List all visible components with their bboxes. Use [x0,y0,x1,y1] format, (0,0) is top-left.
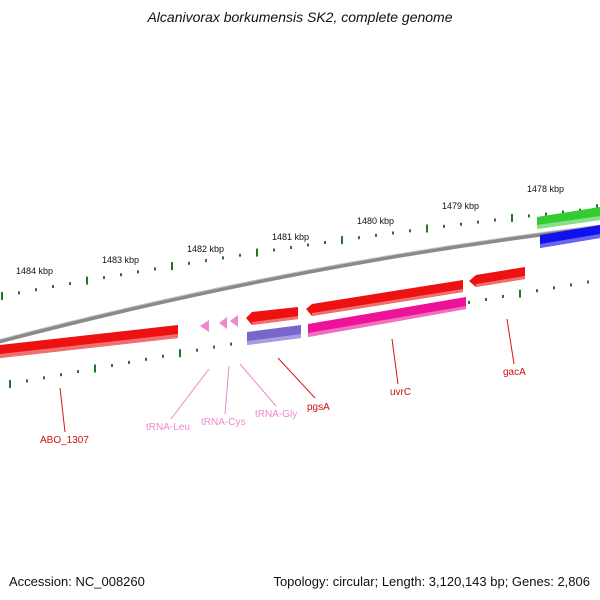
minor-tick [392,231,394,235]
kbp-label: 1479 kbp [442,201,479,211]
minor-tick [460,222,462,226]
minor-tick [18,291,20,295]
minor-tick [69,282,71,286]
outer-tick-track [1,204,598,300]
minor-tick [128,360,130,364]
minor-tick [205,259,207,263]
minor-tick [103,276,105,280]
minor-tick [528,214,530,218]
trna-leu-arrow [200,320,209,332]
minor-tick [409,229,411,233]
major-tick [179,349,181,358]
major-tick [519,289,521,298]
gene-label-abo-1307: ABO_1307 [40,435,89,446]
major-tick [9,380,11,388]
minor-tick [562,210,564,214]
trna-cys-arrow [219,317,227,329]
minor-tick [324,241,326,244]
minor-tick [485,298,487,301]
minor-tick [222,256,224,260]
kbp-label: 1484 kbp [16,266,53,276]
gene-label-uvrc: uvrC [390,387,411,398]
gene-abo-1307 [0,325,178,358]
minor-tick [26,379,28,383]
gene-uvrc-arrow [306,280,463,316]
major-tick [94,364,96,373]
trna-leu-leader [170,368,210,420]
minor-tick [290,246,292,249]
gene-label-trna-cys: tRNA-Cys [201,417,245,428]
kbp-label: 1482 kbp [187,244,224,254]
minor-tick [587,280,589,284]
minor-tick [239,253,241,257]
map-title: Alcanivorax borkumensis SK2, complete ge… [147,9,453,25]
minor-tick [196,348,198,352]
major-tick [86,276,88,285]
purple-feature [247,325,301,345]
gene-label-pgsa: pgsA [307,402,330,413]
kbp-label: 1483 kbp [102,255,139,265]
minor-tick [52,285,54,289]
trna-gly-leader [239,363,277,407]
genome-backbone-highlight [0,224,600,340]
minor-tick [358,236,360,240]
major-tick [426,224,428,233]
minor-tick [137,270,139,274]
minor-tick [570,283,572,287]
gene-label-gaca: gacA [503,367,526,378]
minor-tick [494,218,496,222]
gene-label-trna-leu: tRNA-Leu [146,422,190,433]
green-feature [537,207,600,229]
minor-tick [154,267,156,271]
minor-tick [111,363,113,367]
uvrc-leader [391,338,399,385]
major-tick [1,292,3,300]
minor-tick [536,289,538,293]
pgsa-leader [277,357,316,399]
minor-tick [213,345,215,349]
minor-tick [162,354,164,358]
abo-leader [59,387,66,433]
gene-label-trna-gly: tRNA-Gly [255,409,297,420]
minor-tick [60,373,62,377]
minor-tick [230,342,232,346]
minor-tick [273,248,275,252]
blue-feature [540,225,600,248]
minor-tick [43,376,45,380]
minor-tick [553,286,555,290]
minor-tick [307,243,309,247]
minor-tick [120,273,122,277]
gene-pgsa-arrow [246,307,298,325]
major-tick [171,262,173,271]
genome-summary-text: Topology: circular; Length: 3,120,143 bp… [273,574,590,589]
kbp-label: 1481 kbp [272,232,309,242]
trna-gly-arrow [230,315,238,327]
major-tick [256,248,258,257]
kbp-label: 1480 kbp [357,216,394,226]
major-tick [341,236,343,245]
minor-tick [145,357,147,361]
major-tick [511,213,513,222]
minor-tick [545,212,547,216]
minor-tick [477,220,479,224]
trna-cys-leader [224,365,230,415]
minor-tick [443,224,445,228]
genome-backbone [0,225,600,344]
magenta-feature [308,297,466,337]
gene-gaca-arrow [469,267,525,287]
minor-tick [375,233,377,237]
minor-tick [502,295,504,298]
minor-tick [77,370,79,374]
kbp-label: 1478 kbp [527,184,564,194]
minor-tick [468,300,470,304]
gaca-leader [506,318,515,365]
accession-text: Accession: NC_008260 [9,574,145,589]
minor-tick [35,288,37,292]
minor-tick [188,261,190,265]
